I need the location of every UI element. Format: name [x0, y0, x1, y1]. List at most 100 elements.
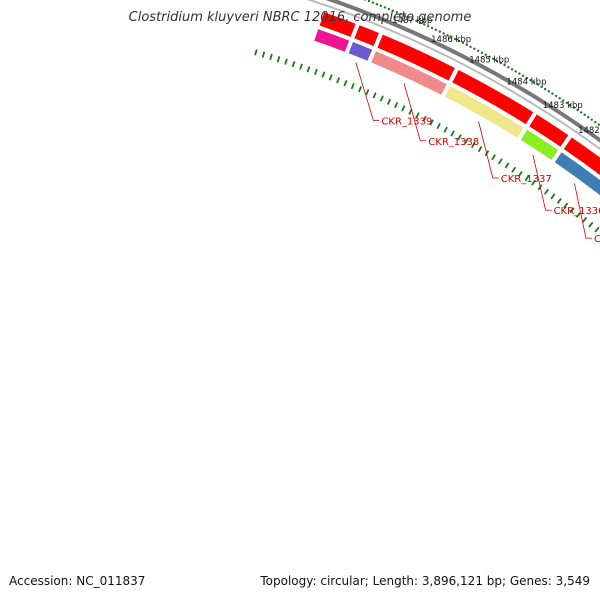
cds-arrow — [452, 69, 534, 125]
inner-tick — [582, 216, 588, 223]
minor-tick-dot — [387, 7, 391, 11]
inner-tick — [379, 95, 384, 102]
gene-label-CKR_1336: CKR_1336 — [554, 206, 600, 217]
minor-tick-dot — [495, 59, 499, 63]
minor-tick-dot — [507, 66, 510, 69]
minor-tick-dot — [446, 34, 449, 37]
minor-tick-dot — [426, 24, 430, 28]
accession-label: Accession: NC_011837 — [9, 574, 146, 588]
minor-tick-dot — [407, 16, 410, 19]
minor-tick-dot — [579, 111, 583, 114]
backbone-outer — [325, 0, 600, 143]
inner-tick — [588, 221, 594, 228]
inner-tick — [394, 101, 399, 109]
minor-tick-dot — [457, 39, 461, 43]
minor-tick-dot — [423, 23, 426, 26]
cds-arrow — [319, 12, 356, 37]
inner-tick — [457, 134, 462, 141]
inner-tick — [470, 142, 476, 149]
genome-summary: Topology: circular; Length: 3,896,121 bp… — [260, 574, 590, 588]
gene-label-CKR_1337: CKR_1337 — [501, 174, 552, 185]
gene-band-CKR_1335 — [554, 152, 600, 196]
inner-tick — [594, 226, 600, 233]
tick-label-1486: 1486 kbp — [431, 35, 471, 45]
inner-tick — [415, 112, 420, 119]
minor-tick-dot — [587, 116, 590, 119]
cds-arrow — [529, 114, 569, 147]
minor-tick-dot — [540, 85, 543, 89]
tick-label-1485: 1485 kbp — [469, 56, 509, 66]
inner-tick — [491, 154, 496, 161]
inner-tick — [365, 89, 370, 96]
inner-tick — [556, 197, 562, 204]
inner-tick — [422, 115, 427, 122]
minor-tick-dot — [532, 81, 536, 84]
leader-CKR_1339 — [355, 62, 380, 121]
inner-tick — [575, 212, 581, 218]
minor-tick-dot — [572, 106, 576, 109]
minor-tick-dot — [547, 90, 550, 93]
minor-tick-dot — [543, 87, 547, 91]
inner-tick — [550, 193, 556, 200]
inner-tick — [314, 68, 318, 76]
inner-tick — [401, 105, 406, 112]
minor-tick-dot — [411, 17, 414, 21]
minor-tick-dot — [403, 14, 406, 17]
inner-tick — [524, 175, 530, 182]
gene-band-CKR_1337 — [444, 85, 524, 138]
inner-tick — [511, 166, 517, 173]
minor-tick-dot — [430, 26, 434, 30]
minor-tick-dot — [375, 2, 379, 6]
leader-CKR_1337 — [478, 121, 499, 179]
minor-tick-dot — [363, 0, 367, 1]
inner-tick — [429, 119, 434, 126]
minor-tick-dot — [521, 74, 525, 77]
minor-tick-dot — [597, 123, 600, 126]
inner-tick — [563, 202, 569, 209]
minor-tick-dot — [565, 101, 569, 105]
inner-tick — [261, 51, 266, 58]
gene-band-CKR_1338 — [371, 51, 447, 95]
inner-tick — [386, 98, 392, 105]
inner-tick — [321, 71, 326, 78]
minor-tick-dot — [438, 30, 442, 33]
minor-tick-dot — [450, 36, 453, 39]
minor-tick-dot — [594, 120, 597, 124]
inner-tick — [358, 86, 363, 93]
tick-label-1484: 1484 kbp — [506, 78, 546, 88]
minor-tick-dot — [476, 49, 480, 52]
cds-arrow — [377, 34, 455, 81]
minor-tick-dot — [569, 104, 572, 107]
minor-tick-dot — [518, 72, 521, 75]
leader-CKR_1335 — [574, 183, 592, 239]
extra-segment — [314, 29, 350, 52]
inner-tick — [284, 58, 288, 65]
inner-tick — [276, 56, 281, 63]
minor-tick-dot — [514, 70, 517, 73]
minor-tick-dot — [510, 68, 514, 71]
gene-label-CKR_1338: CKR_1338 — [428, 137, 479, 148]
cds-arrow — [354, 25, 379, 47]
minor-tick-dot — [465, 43, 468, 47]
minor-tick-dot — [454, 37, 457, 41]
minor-tick-dot — [442, 32, 445, 35]
cds-arrow — [563, 137, 600, 176]
inner-tick — [450, 130, 455, 137]
tick-label-1483: 1483 kbp — [543, 101, 583, 111]
minor-tick-dot — [469, 45, 472, 49]
minor-tick-dot — [461, 41, 465, 45]
inner-tick — [443, 126, 448, 133]
map-title: Clostridium kluyveri NBRC 12016, complet… — [128, 10, 472, 25]
minor-tick-dot — [480, 51, 484, 54]
minor-tick-dot — [371, 1, 375, 4]
minor-tick-dot — [488, 55, 491, 59]
inner-tick — [531, 179, 536, 186]
inner-tick — [328, 74, 333, 81]
inner-tick — [336, 77, 341, 84]
minor-tick-dot — [383, 6, 387, 9]
inner-tick — [372, 92, 377, 99]
minor-tick-dot — [529, 78, 532, 82]
minor-tick-dot — [536, 83, 540, 86]
inner-tick — [350, 82, 355, 90]
